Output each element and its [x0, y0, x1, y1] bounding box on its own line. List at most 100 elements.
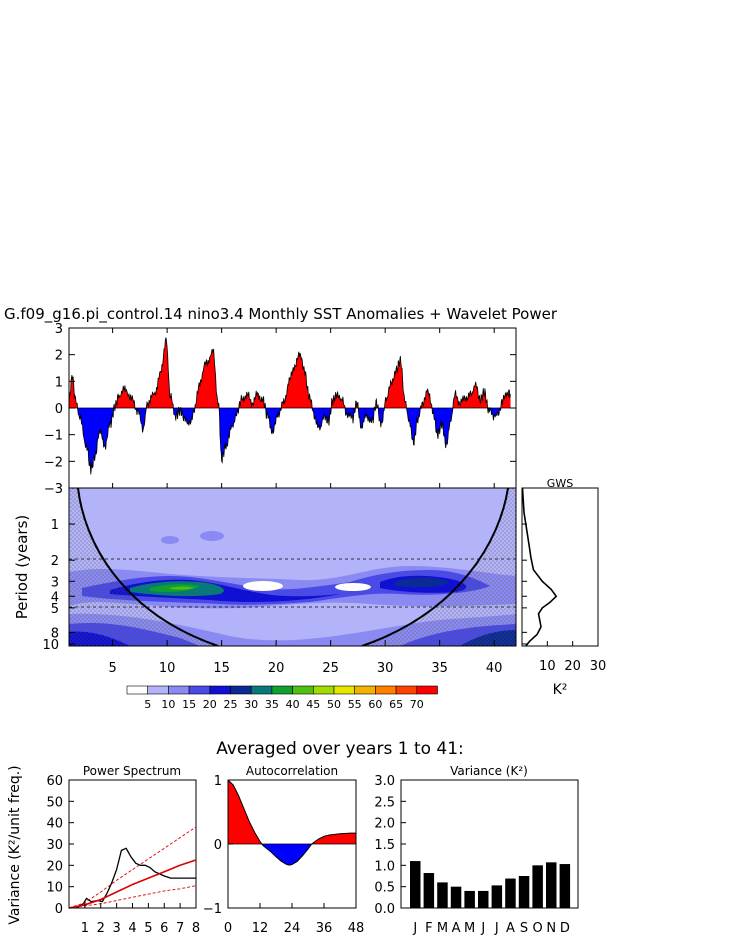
- variance-month-label: J: [480, 921, 485, 936]
- colorbar-label: 55: [348, 698, 362, 711]
- ps-ytick-label: 50: [46, 795, 63, 810]
- colorbar-label: 25: [224, 698, 238, 711]
- variance-bar: [437, 882, 448, 908]
- ts-ytick-label: 2: [55, 349, 63, 364]
- acf-xtick-label: 0: [224, 921, 232, 936]
- wavelet-ytick-label: 3: [51, 575, 59, 590]
- variance-month-label: S: [520, 921, 528, 936]
- var-ytick-label: 0.0: [374, 902, 395, 917]
- wavelet-enso-lime: [170, 586, 194, 590]
- ts-ytick-label: 0: [55, 402, 63, 417]
- wavelet-ylabel: Period (years): [13, 515, 31, 620]
- gws-panel: GWS 10 20 30 K²: [521, 477, 607, 698]
- ps-xtick-label: 2: [97, 921, 105, 936]
- variance-bar: [423, 873, 435, 908]
- variance-month-label: M: [437, 921, 448, 936]
- wavelet-ytick-label: 5: [51, 602, 59, 617]
- colorbar-swatch: [209, 685, 231, 695]
- ts-ytick-label: 3: [55, 322, 63, 337]
- wavelet-white-patch-1: [243, 581, 283, 591]
- wavelet-xtick-label: 30: [377, 661, 394, 676]
- colorbar-label: 65: [389, 698, 403, 711]
- wavelet-enso-teal-right: [395, 577, 450, 588]
- variance-month-label: N: [546, 921, 556, 936]
- wavelet-xtick-label: 35: [431, 661, 448, 676]
- colorbar-swatch: [312, 685, 335, 695]
- var-ytick-label: 1.0: [374, 859, 395, 874]
- ps-xtick-label: 6: [160, 921, 168, 936]
- ps-xtick-label: 8: [192, 921, 200, 936]
- sst-timeseries-panel: 3 2 1 0 −1 −2 −3: [44, 322, 517, 497]
- colorbar-label: 70: [410, 698, 424, 711]
- variance-bar: [546, 862, 557, 908]
- var-ytick-label: 0.5: [374, 881, 395, 896]
- colorbar-swatch: [126, 685, 149, 695]
- positive-anomaly-fill: [69, 337, 511, 408]
- wavelet-ytick-label: 10: [42, 638, 59, 653]
- gws-xtick-label: 20: [564, 659, 581, 674]
- wavelet-xtick-label: 10: [159, 661, 176, 676]
- var-ytick-label: 2.0: [374, 817, 395, 832]
- lower-confidence-line: [68, 885, 197, 909]
- gws-title: GWS: [547, 477, 573, 490]
- colorbar-swatch: [147, 685, 169, 695]
- cone-of-influence-right: [362, 488, 516, 646]
- var-ytick-label: 2.5: [374, 795, 395, 810]
- ps-xtick-label: 7: [176, 921, 184, 936]
- var-ytick-label: 1.5: [374, 838, 395, 853]
- colorbar-swatch: [395, 685, 418, 695]
- autocorrelation-panel: Autocorrelation 10−10 12 24 36 48: [203, 764, 364, 936]
- colorbar-swatch: [416, 685, 438, 695]
- wavelet-ytick-label: 4: [51, 590, 59, 605]
- colorbar-label: 60: [368, 698, 382, 711]
- variance-bar: [559, 864, 571, 908]
- ts-ytick-label: 1: [55, 375, 63, 390]
- ps-ytick-label: 0: [55, 902, 63, 917]
- wavelet-xtick-label: 20: [268, 661, 285, 676]
- acf-ytick-label: 1: [214, 774, 222, 789]
- ts-ytick-label: −3: [44, 482, 63, 497]
- ps-xtick-label: 4: [128, 921, 136, 936]
- variance-bar: [450, 886, 462, 908]
- wavelet-xtick-label: 40: [486, 661, 503, 676]
- ps-ytick-label: 30: [46, 838, 63, 853]
- ps-ytick-label: 40: [46, 817, 63, 832]
- variance-bar: [410, 861, 421, 908]
- colorbar-label: 50: [327, 698, 341, 711]
- colorbar-swatch: [168, 685, 190, 695]
- cone-of-influence-left: [69, 488, 218, 646]
- ps-xtick-label: 1: [81, 921, 89, 936]
- variance-bar: [518, 876, 530, 908]
- colorbar-label: 5: [144, 698, 151, 711]
- colorbar-swatch: [292, 685, 314, 695]
- variance-month-label: A: [506, 921, 515, 936]
- wavelet-xtick-label: 25: [322, 661, 339, 676]
- ps-xtick-label: 3: [112, 921, 120, 936]
- gws-xlabel: K²: [553, 682, 568, 698]
- variance-bar: [505, 878, 516, 908]
- colorbar-swatch: [375, 685, 397, 695]
- variance-bar: [532, 865, 543, 908]
- variance-month-label: J: [494, 921, 499, 936]
- colorbar-label: 45: [306, 698, 320, 711]
- colorbar-swatch: [333, 685, 356, 695]
- colorbar-label: 20: [203, 698, 217, 711]
- variance-month-label: M: [464, 921, 475, 936]
- variance-bar: [464, 890, 475, 908]
- colorbar-swatch: [250, 685, 273, 695]
- ps-xtick-label: 5: [144, 921, 152, 936]
- colorbar-swatch: [354, 685, 376, 695]
- colorbar-label: 35: [265, 698, 279, 711]
- gws-line: [521, 487, 558, 647]
- ts-ytick-label: −1: [44, 429, 63, 444]
- wavelet-ytick-label: 2: [51, 554, 59, 569]
- upper-confidence-line: [68, 826, 197, 909]
- wavelet-xtick-label: 15: [213, 661, 230, 676]
- ps-ytick-label: 20: [46, 859, 63, 874]
- acf-xtick-label: 36: [316, 921, 333, 936]
- gws-xtick-label: 30: [590, 659, 607, 674]
- acf-line: [228, 780, 356, 866]
